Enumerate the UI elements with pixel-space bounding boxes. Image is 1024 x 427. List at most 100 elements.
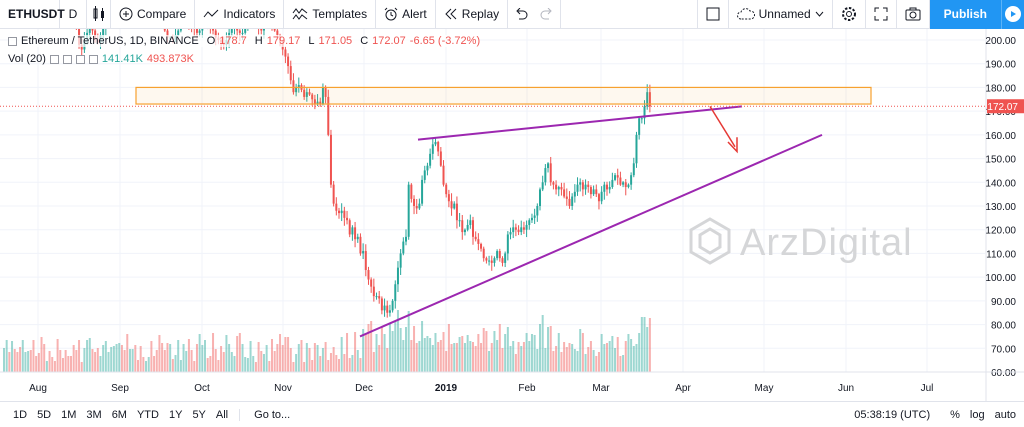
range-button[interactable]: 5Y — [192, 408, 206, 421]
settings-button[interactable] — [833, 0, 866, 29]
eye-icon[interactable] — [49, 54, 59, 64]
alert-button[interactable]: Alert — [376, 0, 436, 29]
volume-bar — [563, 342, 566, 372]
volume-bar — [560, 352, 563, 372]
candle-body — [560, 187, 563, 190]
percent-toggle[interactable]: % — [950, 408, 960, 421]
candle-body — [230, 28, 233, 33]
volume-bar — [423, 338, 426, 372]
alarm-clock-icon — [384, 7, 398, 21]
volume-bar — [91, 349, 94, 372]
volume-bar — [367, 324, 370, 372]
play-icon — [1005, 6, 1021, 22]
range-button[interactable]: 1M — [61, 408, 77, 421]
volume-bar — [576, 351, 579, 372]
redo-button[interactable] — [534, 0, 562, 29]
candle-body — [418, 203, 421, 209]
price-chart[interactable]: ArzDigital 200.00190.00180.00170.00160.0… — [0, 0, 1024, 401]
candle-body — [378, 296, 381, 299]
candle-body — [287, 56, 290, 67]
candle-body — [565, 196, 568, 199]
candle-body — [354, 227, 357, 240]
volume-bar — [179, 360, 182, 372]
replay-button[interactable]: Replay — [436, 0, 509, 29]
volume-bar — [335, 355, 338, 372]
fullscreen-button[interactable] — [866, 0, 897, 29]
upper-trendline — [417, 105, 743, 141]
candle-body — [504, 253, 507, 263]
volume-bar — [139, 346, 142, 372]
settings-mini-icon[interactable] — [62, 54, 72, 64]
candle-body — [284, 49, 287, 57]
compare-button[interactable]: Compare — [111, 0, 196, 29]
volume-bar — [413, 326, 416, 372]
volume-bar — [442, 332, 445, 372]
range-button[interactable]: 6M — [111, 408, 127, 421]
candle-body — [166, 30, 169, 38]
candle-body — [474, 236, 477, 240]
candle-body — [445, 184, 448, 195]
candle-body — [627, 184, 630, 188]
volume-bar — [522, 342, 525, 372]
range-button[interactable]: 5D — [37, 408, 52, 421]
volume-bar — [102, 345, 105, 372]
candle-body — [541, 182, 544, 190]
candle-body — [179, 25, 182, 31]
log-toggle[interactable]: log — [969, 408, 985, 421]
range-button[interactable]: 1D — [13, 408, 28, 421]
candle-body — [80, 44, 83, 50]
volume-bar — [431, 345, 434, 372]
candle-body — [576, 184, 579, 192]
volume-bar — [597, 352, 600, 372]
templates-button[interactable]: Templates — [284, 0, 377, 29]
range-button[interactable]: 1Y — [168, 408, 183, 421]
price-tick-label: 80.00 — [991, 321, 1016, 332]
collapse-icon[interactable] — [8, 36, 17, 46]
price-tick-label: 110.00 — [986, 249, 1016, 260]
range-button[interactable]: YTD — [136, 408, 159, 421]
undo-button[interactable] — [508, 0, 534, 29]
close-mini-icon[interactable] — [75, 54, 85, 64]
price-axis[interactable]: 200.00190.00180.00170.00160.00150.00140.… — [985, 29, 1024, 401]
publish-button[interactable]: Publish — [929, 0, 1001, 29]
range-button[interactable]: All — [215, 408, 229, 421]
volume-bar — [96, 348, 99, 372]
volume-bar — [434, 333, 437, 372]
volume-bar — [313, 343, 316, 372]
layout-menu[interactable]: Unnamed — [729, 0, 833, 29]
volume-bar — [185, 351, 188, 372]
volume-bar — [166, 343, 169, 372]
auto-toggle[interactable]: auto — [994, 408, 1016, 421]
volume-bar — [383, 334, 386, 372]
symbol-search[interactable]: ETHUSDT — [0, 0, 65, 29]
go-to-button[interactable]: Go to... — [239, 408, 298, 421]
candle-body — [530, 217, 533, 221]
snapshot-button[interactable] — [897, 0, 930, 29]
chart-style-button[interactable] — [87, 0, 111, 29]
interval-button[interactable]: D — [60, 0, 87, 29]
time-tick-label: 2019 — [435, 383, 458, 394]
publish-dropdown-button[interactable] — [1001, 0, 1024, 29]
volume-bar — [190, 350, 193, 372]
candle-body — [413, 198, 416, 206]
volume-bar — [281, 345, 284, 372]
volume-bar — [343, 354, 346, 372]
utc-clock[interactable]: 05:38:19 (UTC) — [854, 408, 931, 421]
volume-bar — [161, 343, 164, 372]
candle-body — [163, 23, 166, 31]
volume-bar — [271, 339, 273, 372]
time-axis[interactable]: Aug Sep Oct Nov Dec 2019 Feb Mar Apr May Jun Jul — [0, 371, 1024, 394]
range-button[interactable]: 3M — [86, 408, 102, 421]
volume-bar — [257, 342, 260, 372]
more-mini-icon[interactable] — [88, 54, 98, 64]
volume-bar — [13, 349, 16, 372]
candle-body — [616, 175, 619, 178]
indicators-button[interactable]: Indicators — [195, 0, 285, 29]
volume-bar — [260, 351, 263, 372]
volume-bar — [75, 350, 78, 372]
chart-area[interactable]: ArzDigital 200.00190.00180.00170.00160.0… — [0, 0, 1024, 401]
fullscreen-box-button[interactable] — [696, 0, 729, 29]
candle-body — [568, 198, 571, 206]
candle-body — [362, 251, 365, 254]
candle-body — [359, 236, 362, 254]
